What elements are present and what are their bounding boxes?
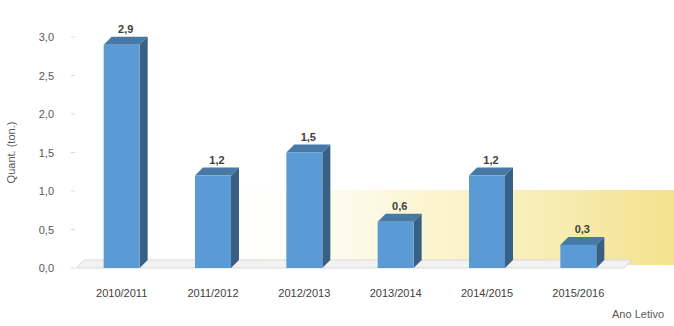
y-tick	[71, 229, 75, 230]
x-tick-label: 2015/2016	[552, 287, 604, 299]
bar	[104, 45, 140, 268]
data-labels: 2,9 1,2 1,5 0,6 1,2 0,3	[118, 23, 590, 235]
chart-root: 0,0 0,5 1,0 1,5 2,0 2,5 3,0 Quant. (ton.) Ano Le…	[0, 0, 674, 326]
bar	[378, 222, 414, 268]
bar-top	[469, 168, 513, 176]
x-tick-label: 2010/2011	[96, 287, 147, 299]
floor	[76, 260, 632, 268]
bar-side	[140, 37, 148, 268]
bar-top	[195, 168, 239, 176]
y-tick	[71, 268, 75, 269]
bar	[469, 176, 505, 268]
y-tick	[71, 152, 75, 153]
bar-group	[378, 214, 422, 268]
x-tick-label: 2014/2015	[461, 287, 513, 299]
bar-top	[560, 237, 604, 245]
bar-group	[104, 37, 148, 268]
bar-group	[469, 168, 513, 268]
data-label: 1,2	[483, 154, 498, 166]
bar-top	[104, 37, 148, 45]
y-tick	[71, 114, 75, 115]
x-axis: 2010/2011 2011/2012 2012/2013 2013/2014 2014…	[96, 287, 604, 299]
bar-side	[231, 168, 239, 268]
y-tick-label: 1,5	[39, 147, 54, 159]
y-tick	[71, 191, 75, 192]
bar-top	[378, 214, 422, 222]
x-tick-label: 2011/2012	[187, 287, 238, 299]
y-tick-label: 0,5	[39, 224, 54, 236]
bar	[560, 245, 596, 268]
y-tick-label: 2,5	[39, 70, 54, 82]
x-tick-label: 2012/2013	[278, 287, 330, 299]
bar-group	[195, 168, 239, 268]
y-tick-label: 1,0	[39, 185, 54, 197]
bar-group	[286, 145, 330, 269]
bar	[286, 153, 322, 269]
data-label: 1,2	[209, 154, 224, 166]
y-tick-label: 0,0	[39, 262, 54, 274]
bar-side	[322, 145, 330, 269]
y-tick	[71, 37, 75, 38]
data-label: 0,3	[575, 223, 590, 235]
y-axis: 0,0 0,5 1,0 1,5 2,0 2,5 3,0	[39, 31, 75, 274]
data-label: 1,5	[301, 131, 316, 143]
bar-side	[414, 214, 422, 268]
y-tick-label: 2,0	[39, 108, 54, 120]
bars	[104, 37, 605, 268]
data-label: 2,9	[118, 23, 133, 35]
data-label: 0,6	[392, 200, 407, 212]
x-axis-title: Ano Letivo	[612, 308, 664, 320]
y-tick	[71, 75, 75, 76]
y-axis-title: Quant. (ton.)	[5, 122, 17, 184]
y-tick-label: 3,0	[39, 31, 54, 43]
bar-top	[286, 145, 330, 153]
bar-group	[560, 237, 604, 268]
bar	[195, 176, 231, 268]
x-tick-label: 2013/2014	[370, 287, 422, 299]
bar-side	[505, 168, 513, 268]
